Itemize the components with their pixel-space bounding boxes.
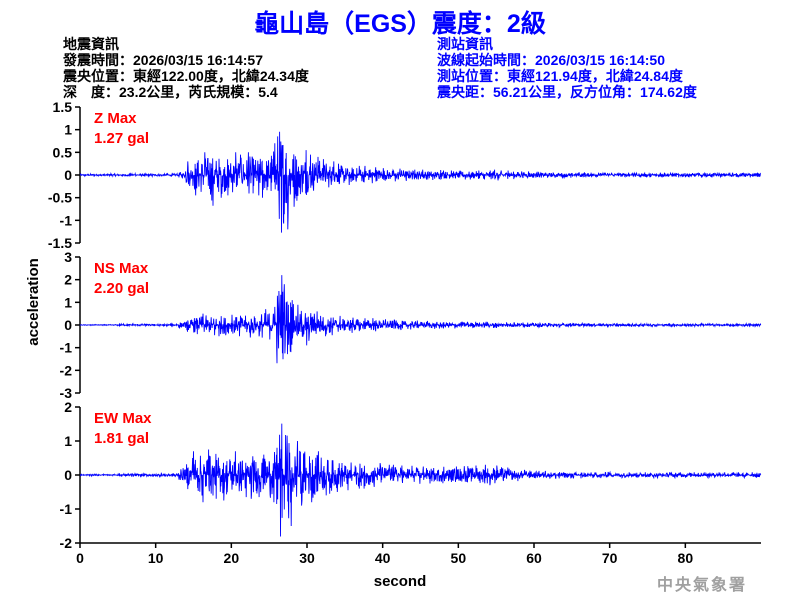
max-value: 1.27 gal (94, 130, 149, 147)
x-tick-label: 30 (299, 550, 315, 566)
max-value: 2.20 gal (94, 280, 149, 297)
epicentral-distance: 震央距：56.21公里，反方位角：174.62度 (437, 84, 697, 100)
depth-magnitude: 深 度：23.2公里，芮氏規模：5.4 (63, 84, 278, 100)
station-info-heading: 測站資訊 (437, 36, 493, 52)
y-tick-label: -2 (60, 362, 73, 378)
y-tick-label: 1 (64, 294, 72, 310)
x-tick-label: 70 (602, 550, 618, 566)
y-tick-label: 0 (64, 167, 72, 183)
waveform-z (79, 131, 761, 233)
x-tick-label: 0 (76, 550, 84, 566)
y-tick-label: -2 (60, 535, 73, 551)
y-axis-label: acceleration (25, 258, 42, 346)
wave-start-time: 波線起始時間：2026/03/15 16:14:50 (437, 52, 665, 68)
max-label: EW Max (94, 410, 152, 427)
origin-time: 發震時間：2026/03/15 16:14:57 (63, 52, 263, 68)
max-value: 1.81 gal (94, 430, 149, 447)
x-tick-label: 80 (678, 550, 694, 566)
y-tick-label: -1 (60, 340, 73, 356)
x-tick-label: 40 (375, 550, 391, 566)
x-tick-label: 10 (148, 550, 164, 566)
page-title: 龜山島（EGS）震度：2級 (254, 10, 546, 38)
y-tick-label: 3 (64, 249, 72, 265)
earthquake-info: 地震資訊 發震時間：2026/03/15 16:14:57 震央位置：東經122… (63, 36, 309, 100)
y-tick-label: 1 (64, 433, 72, 449)
earthquake-info-heading: 地震資訊 (63, 36, 119, 52)
y-tick-label: 1 (64, 122, 72, 138)
y-tick-label: -1.5 (48, 235, 72, 251)
y-tick-label: -1 (60, 501, 73, 517)
panel-ew: 2 1 0 -1 -2 EW Max 1.81 gal (60, 399, 762, 551)
y-tick-label: -1 (60, 212, 73, 228)
x-tick-label: 20 (224, 550, 240, 566)
cwa-logo: 中央氣象署 (657, 575, 748, 594)
y-tick-label: 0 (64, 317, 72, 333)
y-tick-label: 0 (64, 467, 72, 483)
y-tick-label: -3 (60, 385, 73, 401)
station-info: 測站資訊 波線起始時間：2026/03/15 16:14:50 測站位置：東經1… (437, 36, 697, 100)
max-label: NS Max (94, 260, 149, 277)
x-tick-label: 50 (451, 550, 467, 566)
station-location: 測站位置：東經121.94度，北緯24.84度 (437, 68, 683, 84)
epicenter-location: 震央位置：東經122.00度，北緯24.34度 (63, 68, 309, 84)
panel-z: 1.5 1 0.5 0 -0.5 -1 -1.5 Z Max 1.27 gal (48, 99, 761, 251)
x-axis: 0 10 20 30 40 50 60 70 80 (76, 542, 761, 566)
waveform-ew (79, 423, 762, 537)
y-tick-label: 1.5 (53, 99, 73, 115)
x-axis-label: second (374, 573, 427, 590)
y-tick-label: 2 (64, 399, 72, 415)
x-tick-label: 60 (526, 550, 542, 566)
panel-ns: 3 2 1 0 -1 -2 -3 NS Max 2.20 gal (60, 249, 762, 401)
y-tick-label: 2 (64, 272, 72, 288)
waveform-ns (79, 275, 762, 364)
max-label: Z Max (94, 110, 137, 127)
y-tick-label: -0.5 (48, 190, 72, 206)
y-tick-label: 0.5 (53, 144, 73, 160)
